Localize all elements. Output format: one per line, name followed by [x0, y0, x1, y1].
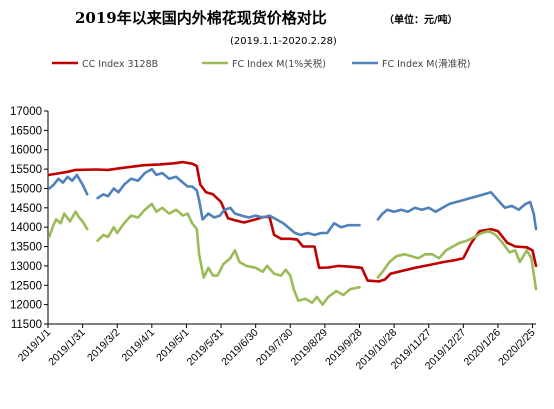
x-tick-label: 2019/5/31	[185, 327, 227, 369]
x-tick-label: 2019/4/1	[120, 327, 157, 364]
x-tick-label: 2020/1/26	[462, 327, 504, 369]
chart-title: 2019年以来国内外棉花现货价格对比	[75, 9, 327, 27]
y-tick-label: 14000	[10, 222, 42, 234]
y-tick-label: 12500	[10, 280, 42, 292]
y-tick-label: 16000	[10, 145, 42, 157]
y-axis: 11500 12000 12500 13000 13500 14000 14500 15000…	[10, 106, 49, 331]
y-tick-label: 15000	[10, 183, 42, 195]
y-tick-label: 14500	[10, 203, 42, 215]
legend-label: FC Index M(1%关税)	[232, 58, 326, 70]
y-tick-label: 15500	[10, 164, 42, 176]
x-tick-label: 2019/7/30	[254, 327, 296, 369]
series-layer	[47, 160, 538, 306]
x-tick-label: 2019/1/31	[46, 327, 88, 369]
legend-label: CC Index 3128B	[82, 59, 158, 70]
x-tick-label: 2020/2/25	[496, 327, 538, 369]
y-tick-label: 12000	[10, 300, 42, 312]
y-tick-label: 17000	[10, 106, 42, 118]
chart-unit-note: （单位：元/吨）	[384, 13, 458, 26]
y-tick-label: 16500	[10, 125, 42, 137]
y-tick-label: 11500	[11, 319, 42, 331]
x-tick-label: 2019/3/2	[85, 327, 122, 364]
fc-index-1pct-line	[47, 202, 538, 306]
legend-label: FC Index M(滑准税)	[382, 58, 470, 70]
x-tick-label: 2019/8/29	[288, 327, 330, 369]
chart-subtitle: (2019.1.1-2020.2.28)	[230, 36, 337, 47]
fc-index-sliding-line	[47, 167, 538, 237]
x-axis: 2019/1/12019/1/312019/3/22019/4/12019/5/…	[16, 323, 538, 372]
y-tick-label: 13500	[10, 242, 42, 254]
x-tick-label: 2019/6/30	[219, 327, 261, 369]
chart-legend: CC Index 3128B FC Index M(1%关税) FC Index M…	[52, 58, 470, 70]
cc-index-line	[47, 160, 538, 283]
y-tick-label: 13000	[10, 261, 42, 273]
